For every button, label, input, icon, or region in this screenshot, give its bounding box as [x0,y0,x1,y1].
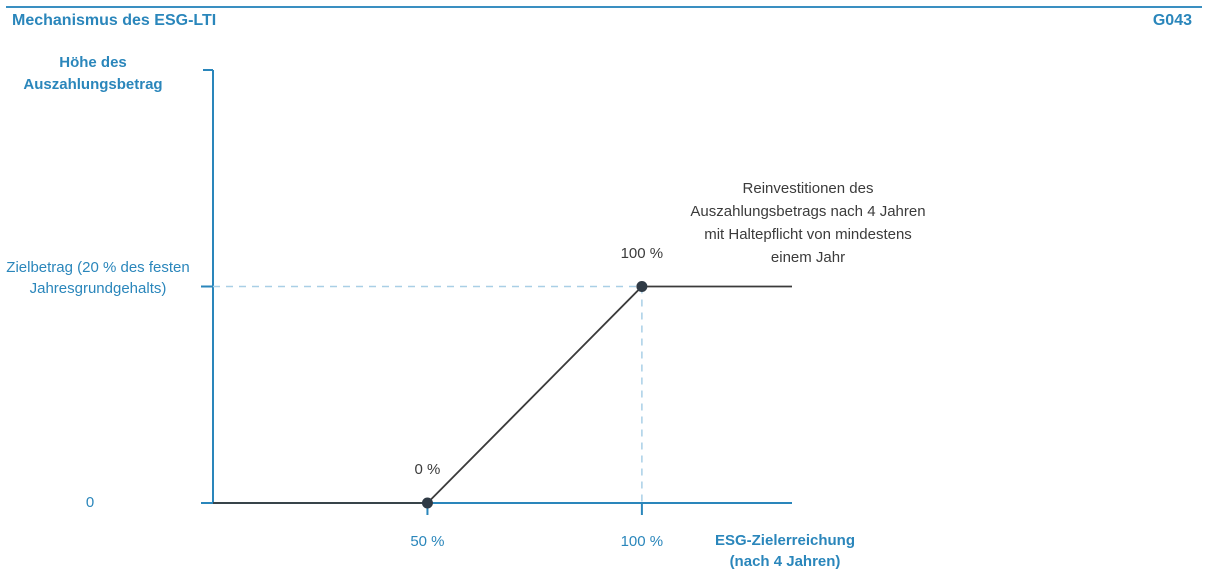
x-axis-label: ESG-Zielerreichung (nach 4 Jahren) [714,532,856,570]
y-axis-label: Höhe des Auszahlungsbetrag [23,54,163,93]
x-tick-label-50: 50 % [410,533,445,550]
y-tick-label-target: Zielbetrag (20 % des festen Jahresgrundg… [6,258,190,297]
chart-title: Mechanismus des ESG-LTI [12,12,217,29]
chart-code: G043 [1152,12,1192,29]
annotation-note: Reinvestitionen des Auszahlungsbetrags n… [690,180,926,266]
x-tick-label-100: 100 % [620,533,664,550]
point-label-100: 100 % [620,244,664,262]
header-rule [6,6,1202,8]
marker-point-0 [421,497,433,509]
y-tick-label-zero: 0 [85,494,95,511]
series-line-0 [213,285,792,504]
point-label-0: 0 % [414,461,441,478]
marker-point-1 [636,281,648,292]
